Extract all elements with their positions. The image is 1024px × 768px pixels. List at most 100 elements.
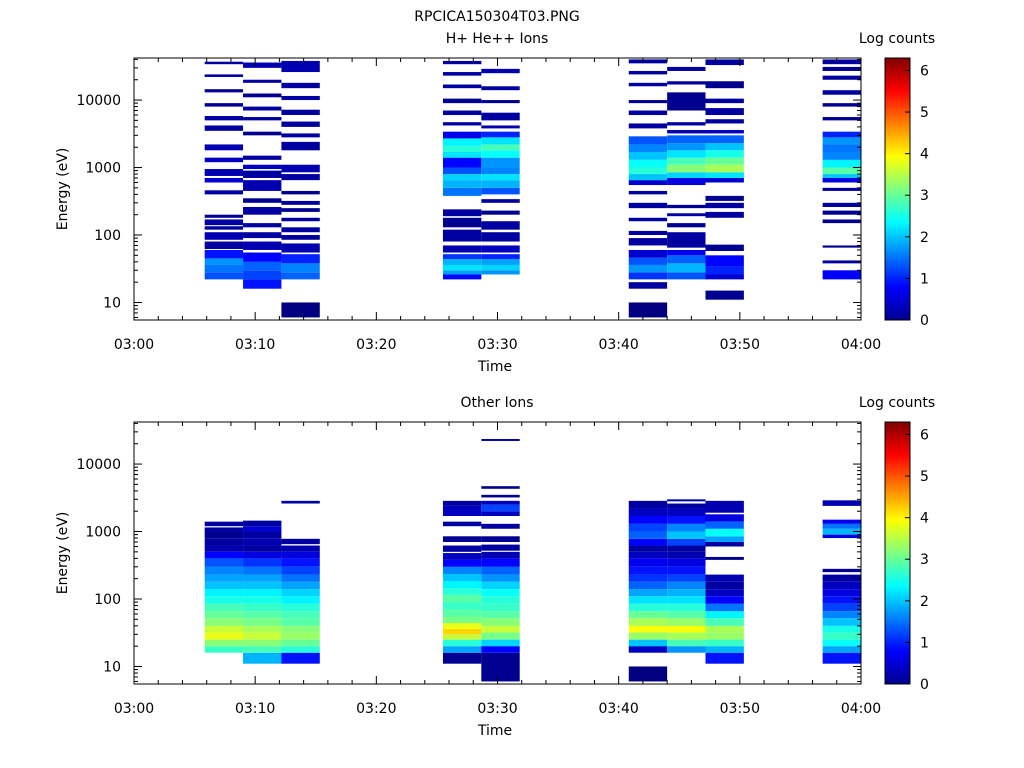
heatmap-cell <box>281 500 320 504</box>
heatmap-cell <box>481 259 520 265</box>
heatmap-cell <box>628 611 668 619</box>
heatmap-cell <box>481 603 520 612</box>
heatmap-cell <box>628 646 668 653</box>
heatmap-cell <box>481 551 520 559</box>
heatmap-cell <box>481 264 520 271</box>
heatmap-cell <box>442 72 482 76</box>
heatmap-cell <box>481 68 520 74</box>
heatmap-cell <box>481 137 520 145</box>
heatmap-cell <box>243 93 282 98</box>
heatmap-cell <box>281 190 320 195</box>
heatmap-cell <box>442 98 482 104</box>
heatmap-cell <box>667 515 706 524</box>
heatmap-cell <box>204 89 244 93</box>
heatmap-cell <box>481 100 520 104</box>
heatmap-cell <box>822 75 861 80</box>
heatmap-cell <box>243 207 282 215</box>
heatmap-cell <box>481 566 520 575</box>
heatmap-cell <box>442 505 482 516</box>
x-tick-label: 03:20 <box>356 337 396 353</box>
heatmap-cell <box>281 603 320 612</box>
heatmap-cell <box>667 213 706 217</box>
heatmap-cell <box>667 143 706 151</box>
heatmap-cell <box>667 566 706 575</box>
heatmap-cell <box>442 545 482 552</box>
heatmap-cell <box>481 125 520 129</box>
heatmap-cell <box>481 150 520 158</box>
heatmap-cell <box>628 264 668 273</box>
heatmap-cell <box>442 264 482 271</box>
heatmap-cell <box>481 232 520 242</box>
heatmap-cell <box>481 221 520 230</box>
heatmap-cell <box>822 568 861 573</box>
heatmap-cell <box>628 151 668 160</box>
x-tick-label: 03:10 <box>235 337 275 353</box>
heatmap-cell <box>667 611 706 619</box>
heatmap-cell <box>204 116 244 121</box>
heatmap-cell <box>822 652 861 664</box>
heatmap-cell <box>281 574 320 582</box>
heatmap-cell <box>243 79 282 83</box>
heatmap-cell <box>628 217 668 222</box>
heatmap-cell <box>243 589 282 597</box>
heatmap-cell <box>481 632 520 640</box>
heatmap-cell <box>667 135 706 144</box>
heatmap-cell <box>442 588 482 595</box>
heatmap-cell <box>281 545 320 552</box>
heatmap-cell <box>481 589 520 597</box>
heatmap-cell <box>705 646 744 653</box>
heatmap-cell <box>667 508 706 516</box>
heatmap-cell <box>667 81 706 85</box>
heatmap-cell <box>667 66 706 71</box>
heatmap-cell <box>442 145 482 152</box>
heatmap-cell <box>667 255 706 264</box>
y-tick-label: 10 <box>103 295 121 311</box>
heatmap-cell <box>822 260 861 264</box>
y-axis-label: Energy (eV) <box>55 148 71 231</box>
figure-title: RPCICA150304T03.PNG <box>414 9 579 25</box>
heatmap-cell <box>667 603 706 612</box>
colorbar-tick-label: 0 <box>920 313 929 329</box>
heatmap-cell <box>281 235 320 240</box>
heatmap-cell <box>822 596 861 604</box>
heatmap-cell <box>243 551 282 559</box>
heatmap-cell <box>442 616 482 624</box>
heatmap-cells <box>204 439 861 682</box>
heatmap-cell <box>667 551 706 559</box>
heatmap-cell <box>481 618 520 626</box>
heatmap-cell <box>705 266 744 275</box>
heatmap-cell <box>705 514 744 522</box>
heatmap-cell <box>705 255 744 267</box>
heatmap-cell <box>243 164 282 170</box>
heatmap-cell <box>705 81 744 89</box>
panel-title: Other Ions <box>460 395 533 411</box>
heatmap-cell <box>822 144 861 152</box>
x-tick-label: 03:20 <box>356 701 396 717</box>
heatmap-cell <box>705 177 744 183</box>
heatmap-cell <box>442 151 482 158</box>
heatmap-cell <box>822 187 861 191</box>
colorbar-tick-label: 1 <box>920 271 929 287</box>
heatmap-cell <box>204 61 244 65</box>
colorbar <box>884 57 911 321</box>
heatmap-cell <box>628 249 668 258</box>
colorbar-tick-label: 2 <box>920 594 929 610</box>
heatmap-cell <box>442 270 482 275</box>
heatmap-cell <box>705 536 744 542</box>
colorbar-tick-label: 2 <box>920 230 929 246</box>
heatmap-cell <box>705 652 744 664</box>
heatmap-cell <box>481 199 520 203</box>
heatmap-cell <box>481 270 520 275</box>
x-tick-label: 03:30 <box>477 337 517 353</box>
heatmap-cell <box>705 611 744 619</box>
heatmap-cell <box>243 625 282 633</box>
heatmap-cell <box>667 618 706 626</box>
heatmap-cell <box>667 172 706 178</box>
heatmap-cell <box>204 241 244 250</box>
heatmap-cell <box>705 625 744 633</box>
heatmap-cell <box>628 500 668 509</box>
heatmap-cell <box>628 596 668 604</box>
heatmap-cell <box>628 302 668 318</box>
heatmap-cell <box>628 272 668 280</box>
